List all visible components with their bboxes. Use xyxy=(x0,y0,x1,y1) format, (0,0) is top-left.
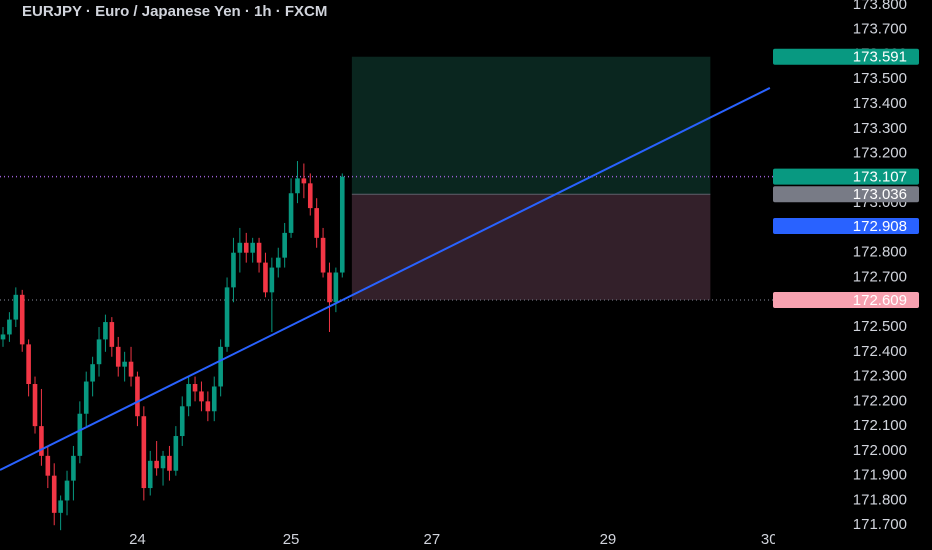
candle-body xyxy=(186,384,191,407)
candle-body xyxy=(199,391,204,402)
y-tick-label: 172.100 xyxy=(853,417,907,434)
candle-body xyxy=(256,242,262,263)
candle-body xyxy=(288,193,294,233)
candle-body xyxy=(154,460,159,469)
y-tick-label: 173.200 xyxy=(853,145,907,162)
candle-body xyxy=(250,242,255,253)
candle-body xyxy=(103,322,108,340)
price-label: 172.609 xyxy=(853,292,907,309)
candle-body xyxy=(77,413,83,456)
candle-body xyxy=(71,455,76,481)
candle-body xyxy=(282,232,287,258)
y-tick-label: 172.700 xyxy=(853,268,907,285)
candle-body xyxy=(147,460,153,489)
candle-body xyxy=(327,272,332,303)
y-tick-label: 173.700 xyxy=(853,21,907,38)
candle-body xyxy=(211,386,217,412)
candle-body xyxy=(167,455,172,471)
candle-body xyxy=(275,257,281,268)
candle-body xyxy=(179,406,185,437)
chart-title: EURJPY · Euro / Japanese Yen · 1h · FXCM xyxy=(22,3,327,20)
y-tick-label: 171.700 xyxy=(853,516,907,533)
candle-body xyxy=(224,287,230,347)
candle-body xyxy=(205,401,211,412)
candle-body xyxy=(295,178,300,194)
x-tick-label: 27 xyxy=(424,531,441,548)
x-tick-label: 24 xyxy=(129,531,146,548)
y-tick-label: 172.800 xyxy=(853,244,907,261)
price-label: 172.908 xyxy=(853,218,907,235)
price-label-box xyxy=(773,292,919,309)
candle-body xyxy=(122,361,127,367)
candle-body xyxy=(135,376,140,417)
candle-body xyxy=(218,346,223,387)
target-zone xyxy=(351,56,711,195)
candle-body xyxy=(231,252,236,288)
x-tick-label: 25 xyxy=(283,531,300,548)
y-tick-label: 172.000 xyxy=(853,442,907,459)
candle-body xyxy=(243,242,249,253)
y-tick-label: 172.200 xyxy=(853,392,907,409)
candle-body xyxy=(339,176,345,273)
stop-zone xyxy=(351,194,711,301)
candle-body xyxy=(45,455,51,476)
price-axis xyxy=(775,0,932,550)
candle-body xyxy=(301,178,307,184)
y-tick-label: 173.800 xyxy=(853,0,907,13)
candle-body xyxy=(320,237,326,273)
candle-body xyxy=(160,455,166,469)
candle-body xyxy=(314,208,319,238)
candle-body xyxy=(32,384,38,427)
y-tick-label: 172.400 xyxy=(853,343,907,360)
y-tick-label: 173.500 xyxy=(853,70,907,87)
candle-body xyxy=(64,480,70,501)
price-label-box xyxy=(773,168,919,185)
plot-area xyxy=(0,56,775,531)
price-axis-labels: 171.700 171.800 171.900 172.000 172.100 172.2… xyxy=(773,0,919,533)
price-label-box xyxy=(773,48,919,65)
candle-body xyxy=(90,364,95,382)
candle-body xyxy=(237,242,243,253)
candle-body xyxy=(115,346,121,367)
candle-body xyxy=(39,426,44,456)
candle-body xyxy=(83,381,89,414)
candle-body xyxy=(173,436,179,471)
candle-body xyxy=(307,183,313,209)
candle-body xyxy=(7,319,12,335)
candle-body xyxy=(19,294,25,345)
price-label: 173.591 xyxy=(853,49,907,66)
x-tick-label: 30 xyxy=(761,531,778,548)
y-tick-label: 173.400 xyxy=(853,95,907,112)
candle-body xyxy=(109,322,115,347)
y-tick-label: 172.500 xyxy=(853,318,907,335)
price-label-box xyxy=(773,217,919,234)
price-label: 173.036 xyxy=(853,186,907,203)
candle-body xyxy=(192,384,198,392)
price-label-box xyxy=(773,186,919,203)
candle-body xyxy=(0,334,6,340)
price-label: 173.107 xyxy=(853,169,907,186)
y-tick-label: 172.300 xyxy=(853,368,907,385)
candle-body xyxy=(26,344,31,385)
y-tick-label: 171.900 xyxy=(853,467,907,484)
y-tick-label: 173.300 xyxy=(853,120,907,137)
candle-body xyxy=(51,475,57,513)
candle-body xyxy=(263,262,268,293)
candle-body xyxy=(333,272,339,303)
candle-body xyxy=(141,416,147,489)
candle-body xyxy=(13,294,19,320)
y-tick-label: 171.800 xyxy=(853,491,907,508)
candle-body xyxy=(269,267,275,293)
candle-body xyxy=(96,339,102,365)
candle-body xyxy=(58,500,63,513)
candle-body xyxy=(128,361,134,377)
x-tick-label: 29 xyxy=(600,531,617,548)
trendline xyxy=(0,87,771,471)
